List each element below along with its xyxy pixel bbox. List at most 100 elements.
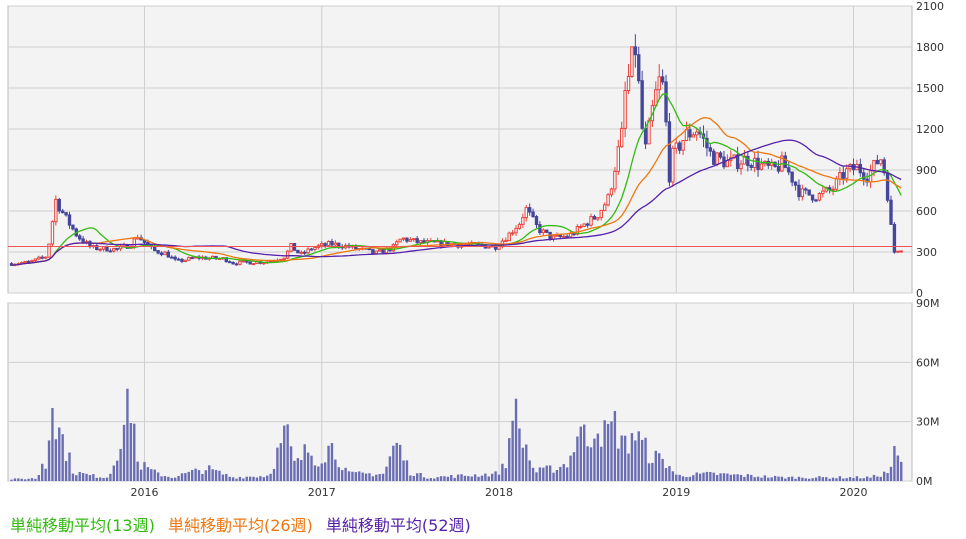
volume-bar <box>852 478 855 481</box>
candle-body <box>504 240 508 243</box>
volume-bar <box>784 478 787 481</box>
volume-bar <box>276 447 279 481</box>
candle-body <box>296 249 300 254</box>
volume-bar <box>286 424 289 481</box>
volume-bar <box>354 472 358 481</box>
volume-bar <box>85 473 88 481</box>
candle-body <box>643 127 648 145</box>
candle-body <box>30 260 34 263</box>
candle-body <box>896 250 900 253</box>
candle-body <box>33 258 38 262</box>
candle-body <box>112 247 116 252</box>
volume-bar <box>565 467 569 481</box>
price-axis: 0 300 600 900 1200 1500 1800 2100 <box>916 0 944 300</box>
candle-body <box>695 131 699 136</box>
candle-body <box>170 256 174 259</box>
candle-body <box>534 216 539 226</box>
volume-bar <box>23 479 27 481</box>
candle-body <box>807 189 811 196</box>
volume-bar <box>750 474 753 481</box>
candle-body <box>408 239 413 242</box>
candle-body <box>231 261 235 265</box>
volume-axis: 0M 30M 60M 90M <box>916 297 940 488</box>
volume-bar <box>542 467 545 481</box>
price-tick-label: 0 <box>916 287 923 300</box>
volume-bar <box>831 477 835 481</box>
volume-bar <box>719 473 722 481</box>
volume-bar <box>623 435 627 481</box>
volume-bar <box>167 476 170 481</box>
volume-bar <box>296 458 300 481</box>
volume-bar <box>640 439 644 481</box>
volume-bar <box>334 459 337 481</box>
candle-body <box>562 235 566 238</box>
volume-bar <box>102 477 105 481</box>
volume-bar <box>770 477 773 481</box>
volume-bar <box>470 476 473 481</box>
volume-bar <box>559 466 562 481</box>
candle-body <box>166 251 171 258</box>
volume-bar <box>773 475 777 481</box>
volume-bar <box>664 468 668 481</box>
volume-bar <box>92 474 95 481</box>
candle-body <box>844 168 849 179</box>
volume-bar <box>293 460 296 481</box>
volume-bar <box>375 474 378 481</box>
volume-bar <box>177 475 180 481</box>
candle-body <box>746 155 750 167</box>
candle-body <box>555 234 559 237</box>
volume-bar <box>733 474 736 481</box>
volume-bar <box>654 450 657 481</box>
volume-bar <box>191 469 194 481</box>
volume-bar <box>450 474 453 481</box>
candle-body <box>616 146 620 172</box>
volume-bar <box>180 473 184 481</box>
candle-body <box>510 232 515 235</box>
legend: 単純移動平均(13週) 単純移動平均(26週) 単純移動平均(52週) <box>10 512 479 536</box>
candle-body <box>585 223 590 226</box>
volume-bar <box>794 478 797 481</box>
volume-bar <box>535 472 538 481</box>
volume-bar <box>494 471 497 481</box>
volume-bar <box>364 473 368 481</box>
volume-bar <box>579 426 582 481</box>
volume-bar <box>617 448 620 481</box>
volume-bar <box>538 467 542 481</box>
volume-bar <box>712 472 715 481</box>
candle-body <box>176 258 181 261</box>
volume-bar <box>385 466 388 481</box>
volume-bar <box>797 476 801 481</box>
volume-bar <box>893 446 896 481</box>
price-tick-label: 600 <box>916 205 937 218</box>
candle-body <box>527 207 532 213</box>
candle-body <box>582 223 586 227</box>
volume-panel <box>7 302 913 482</box>
volume-bar <box>47 440 51 481</box>
candle-body <box>50 221 55 245</box>
volume-bar <box>869 477 872 481</box>
volume-bar <box>900 461 903 481</box>
candle-body <box>640 80 644 129</box>
volume-bar <box>109 473 112 481</box>
volume-bar <box>412 475 415 481</box>
volume-bar <box>358 471 361 481</box>
candle-body <box>95 245 99 251</box>
volume-bar <box>58 427 61 481</box>
candle-body <box>367 248 372 251</box>
volume-bar <box>368 473 371 481</box>
candle-body <box>405 237 409 242</box>
candle-body <box>834 178 839 190</box>
volume-bar <box>872 474 876 481</box>
volume-bar <box>235 478 238 481</box>
volume-bar <box>443 476 446 481</box>
volume-bar <box>825 477 828 481</box>
candle-body <box>790 171 794 183</box>
volume-bar <box>64 460 68 481</box>
volume-bar <box>821 477 825 481</box>
volume-bar <box>569 455 572 481</box>
volume-bar <box>576 436 579 481</box>
volume-bar <box>685 477 688 481</box>
volume-bar <box>859 478 862 481</box>
volume-bar <box>644 437 647 481</box>
candle-body <box>862 172 866 180</box>
